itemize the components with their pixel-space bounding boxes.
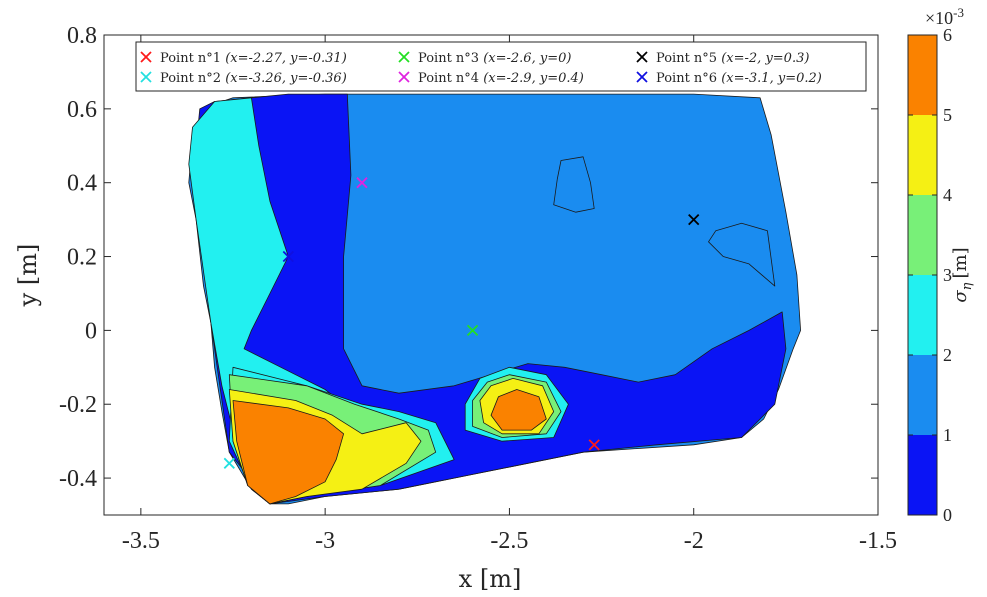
point-markers <box>223 177 700 469</box>
colorbar-segment <box>908 115 937 195</box>
colorbar-segment <box>908 435 937 515</box>
field-level-2-3 <box>188 97 345 431</box>
contour-field <box>188 93 801 505</box>
x-tick-label: -1.5 <box>859 528 897 554</box>
legend-label: Point n°4 (x=-2.9, y=0.4) <box>418 71 584 86</box>
point-marker <box>588 439 600 451</box>
y-tick-label: 0.6 <box>67 97 97 123</box>
legend-entry: Point n°5 (x=-2, y=0.3) <box>636 51 809 66</box>
colorbar-exponent: ×10-3 <box>925 5 964 28</box>
colorbar-tick-label: 0 <box>943 505 952 525</box>
colorbar-tick-label: 1 <box>943 425 952 445</box>
x-axis: -3.5 -3 -2.5 -2 -1.5 <box>122 35 897 554</box>
legend-label: Point n°5 (x=-2, y=0.3) <box>656 51 809 66</box>
legend-label: Point n°3 (x=-2.6, y=0) <box>418 51 571 66</box>
x-tick-label: -3.5 <box>122 528 160 554</box>
colorbar-tick-label: 6 <box>943 25 952 45</box>
legend-entry: Point n°1 (x=-2.27, y=-0.31) <box>140 51 347 66</box>
legend-entry: Point n°4 (x=-2.9, y=0.4) <box>398 71 584 86</box>
point-marker <box>282 250 294 263</box>
colorbar-label: ση[m] <box>950 247 975 302</box>
colorbar-segment <box>908 355 937 435</box>
legend-box <box>135 41 867 92</box>
legend-label: Point n°6 (x=-3.1, y=0.2) <box>656 71 822 86</box>
y-tick-label: 0.8 <box>67 23 97 49</box>
field-level-1-2-island <box>553 156 595 213</box>
colorbar-tick-label: 3 <box>943 265 952 285</box>
y-tick-label: 0.2 <box>67 245 97 271</box>
colorbar-ticks: 0 1 2 3 4 5 6 <box>908 25 952 525</box>
x-tick-label: -2 <box>684 528 704 554</box>
point-marker <box>223 457 235 469</box>
y-tick-label: -0.4 <box>59 466 97 492</box>
colorbar-segments <box>908 35 937 515</box>
point-marker <box>688 213 700 226</box>
y-axis: -0.4 -0.2 0 0.2 0.4 0.6 0.8 <box>59 23 878 492</box>
legend-label: Point n°1 (x=-2.27, y=-0.31) <box>160 51 347 66</box>
colorbar-segment <box>908 275 937 355</box>
point-marker <box>466 324 479 337</box>
plot-frame <box>103 34 879 516</box>
point-marker <box>356 177 368 189</box>
field-level-1-2-island <box>708 222 776 287</box>
field-level-5-6 <box>490 389 547 431</box>
colorbar-tick-label: 2 <box>943 345 952 365</box>
field-level-5-6 <box>232 400 345 505</box>
legend-entry: Point n°2 (x=-3.26, y=-0.36) <box>140 71 347 86</box>
y-axis-label: y [m] <box>14 244 42 308</box>
colorbar-tick-label: 4 <box>943 185 952 205</box>
legend: Point n°1 (x=-2.27, y=-0.31) Point n°2 (x… <box>135 41 867 92</box>
colorbar: 0 1 2 3 4 5 6 ×10-3 ση[m] <box>907 5 975 525</box>
legend-entry: Point n°6 (x=-3.1, y=0.2) <box>636 71 822 86</box>
colorbar-segment <box>908 195 937 275</box>
x-tick-label: -3 <box>315 528 335 554</box>
x-axis-label: x [m] <box>459 565 522 593</box>
y-tick-label: 0.4 <box>67 171 97 197</box>
legend-entry: Point n°3 (x=-2.6, y=0) <box>398 51 571 66</box>
colorbar-segment <box>908 35 937 115</box>
x-tick-label: -2.5 <box>490 528 528 554</box>
y-tick-label: 0 <box>85 318 97 344</box>
y-tick-label: -0.2 <box>59 392 97 418</box>
legend-label: Point n°2 (x=-3.26, y=-0.36) <box>160 71 347 86</box>
colorbar-tick-label: 5 <box>943 105 952 125</box>
